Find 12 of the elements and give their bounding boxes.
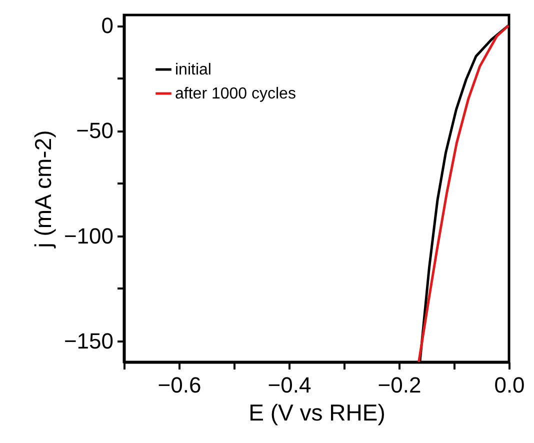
x-tick-label: −0.6: [158, 372, 202, 398]
x-axis-title: E (V vs RHE): [248, 400, 386, 426]
legend-label: initial: [175, 62, 212, 78]
y-tick-label: −150: [64, 328, 114, 354]
y-tick-label: 0: [101, 13, 114, 38]
x-tick-label: 0.0: [494, 372, 525, 398]
y-axis-title: j (mA cm-2): [30, 130, 56, 249]
y-tick-label: −100: [64, 223, 114, 248]
x-tick-label: −0.4: [268, 372, 312, 398]
y-tick-label: −50: [76, 118, 114, 144]
legend-label: after 1000 cycles: [175, 86, 296, 102]
x-tick-label: −0.2: [378, 372, 422, 398]
